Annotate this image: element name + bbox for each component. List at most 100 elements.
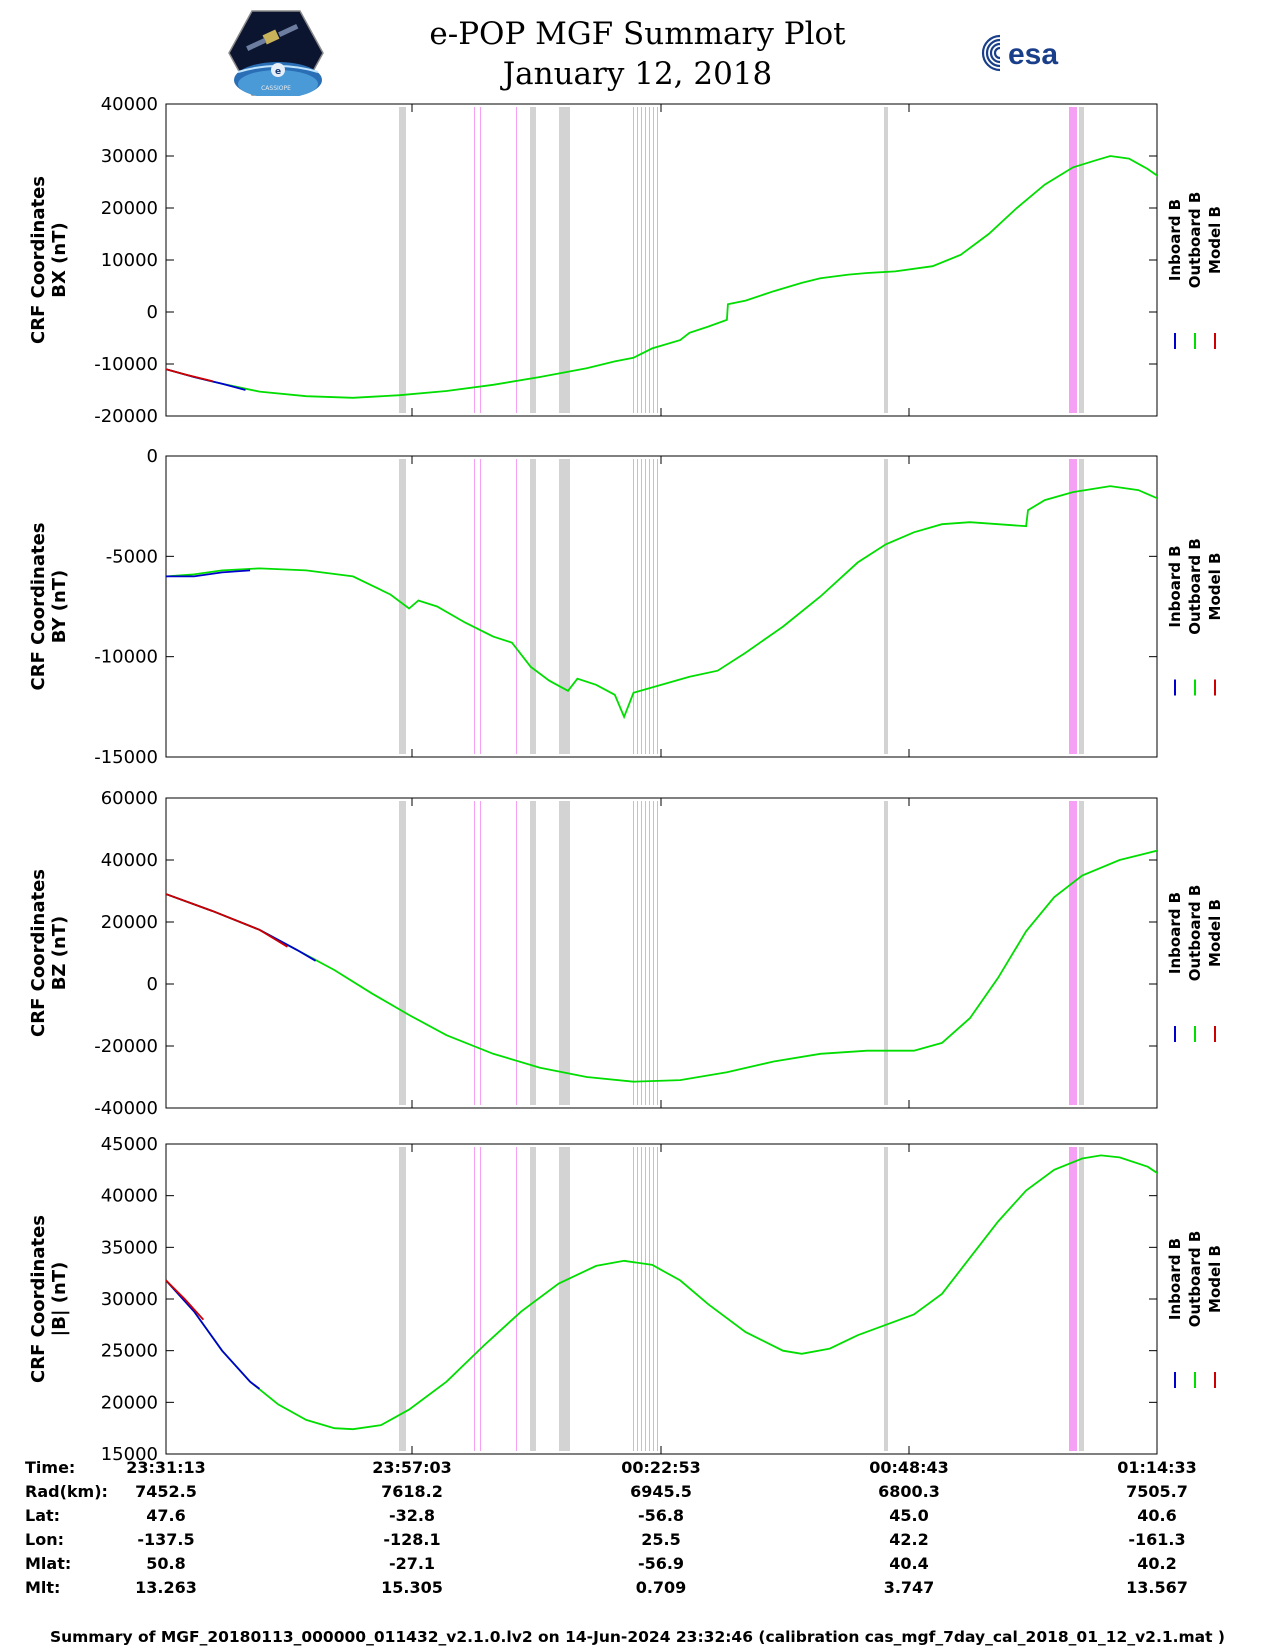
gray-band <box>399 801 406 1105</box>
inboard-series-line <box>166 1279 261 1390</box>
panel-3: 45000 40000 35000 30000 25000 20000 15000 CRF C… <box>28 1134 1224 1465</box>
title-line-1: e-POP MGF Summary Plot <box>429 16 846 52</box>
y-tick-label: 20000 <box>101 198 158 219</box>
magenta-band <box>657 459 658 754</box>
legend-outboard-label: Outboard B <box>1186 538 1204 635</box>
y-tick-label: 0 <box>147 974 158 995</box>
svg-text:e: e <box>275 67 281 77</box>
gray-band <box>399 107 406 413</box>
outboard-series-line <box>166 485 1157 720</box>
magenta-band <box>1071 801 1073 1105</box>
magenta-band <box>1069 801 1071 1105</box>
legend-outboard-label: Outboard B <box>1186 885 1204 982</box>
magenta-band <box>649 1147 650 1451</box>
outboard-series-line <box>166 1154 1157 1431</box>
y-tick-label: 40000 <box>101 94 158 115</box>
esa-logo-text: esa <box>1008 38 1058 71</box>
magenta-band <box>653 1147 654 1451</box>
gray-band <box>884 1147 888 1451</box>
magenta-band <box>516 107 517 413</box>
magenta-band <box>1073 1147 1075 1451</box>
magenta-band <box>637 459 638 754</box>
y-tick-label: -15000 <box>94 747 158 768</box>
magenta-band <box>633 107 634 413</box>
gray-band <box>1079 107 1084 413</box>
spacecraft-icon <box>246 23 299 51</box>
gray-band <box>559 801 570 1105</box>
panel-1: 0 -5000 -10000 -15000 CRF CoordinatesBY (nT)… <box>28 446 1224 768</box>
magenta-band <box>653 459 654 754</box>
magenta-band <box>653 801 654 1105</box>
magenta-band <box>641 107 642 413</box>
outboard-series-line <box>166 849 1157 1083</box>
magenta-band <box>637 107 638 413</box>
plot-frame <box>165 1143 1158 1455</box>
y-tick-label: 25000 <box>101 1341 158 1362</box>
magenta-band <box>653 107 654 413</box>
cassiope-logo-text: CASSIOPE <box>261 85 291 92</box>
legend-model-label: Model B <box>1206 206 1224 274</box>
y-axis-label: CRF Coordinates|B| (nT) <box>28 1215 70 1383</box>
magenta-band <box>649 801 650 1105</box>
magenta-band <box>1069 1147 1071 1451</box>
magenta-band <box>645 801 646 1105</box>
magenta-band <box>1073 801 1075 1105</box>
magenta-band <box>516 459 517 754</box>
y-axis-label-line1: CRF Coordinates <box>28 869 49 1037</box>
magenta-band <box>1073 107 1075 413</box>
y-tick-label: -40000 <box>94 1098 158 1119</box>
panel-0: 40000 30000 20000 10000 0 -10000 -20000 CRF Coo… <box>28 94 1224 427</box>
y-axis-label-line1: CRF Coordinates <box>28 176 49 344</box>
magenta-band <box>1069 459 1071 754</box>
y-tick-label: -5000 <box>106 546 158 567</box>
magenta-band <box>641 459 642 754</box>
legend-inboard-label: Inboard B <box>1166 1238 1184 1320</box>
y-tick-label: 40000 <box>101 1186 158 1207</box>
magenta-band <box>637 801 638 1105</box>
gray-band <box>399 1147 406 1451</box>
model-series-line <box>166 893 288 948</box>
y-axis-label-line2: BY (nT) <box>49 570 70 644</box>
y-tick-label: 0 <box>147 446 158 467</box>
legend-inboard-label: Inboard B <box>1166 545 1184 627</box>
magenta-band <box>1075 459 1077 754</box>
legend-outboard-label: Outboard B <box>1186 1231 1204 1328</box>
magenta-band <box>516 1147 517 1451</box>
magenta-band <box>633 801 634 1105</box>
plot-frame <box>165 103 1158 417</box>
gray-band <box>1079 459 1084 754</box>
magenta-band <box>474 107 475 413</box>
y-tick-label: 35000 <box>101 1237 158 1258</box>
y-tick-label: 30000 <box>101 1289 158 1310</box>
y-axis-label-line1: CRF Coordinates <box>28 1215 49 1383</box>
esa-globe-icon <box>981 34 1001 72</box>
y-tick-label: 20000 <box>101 1392 158 1413</box>
magenta-band <box>1071 459 1073 754</box>
magenta-band <box>1069 107 1071 413</box>
plot-frame <box>165 797 1158 1109</box>
legend-outboard-label: Outboard B <box>1186 192 1204 289</box>
magenta-band <box>645 1147 646 1451</box>
y-tick-label: -20000 <box>94 406 158 427</box>
gray-band <box>1079 801 1084 1105</box>
y-tick-label: 30000 <box>101 146 158 167</box>
legend-model-label: Model B <box>1206 899 1224 967</box>
magenta-band <box>641 1147 642 1451</box>
inboard-series-line <box>166 893 317 962</box>
y-axis-label: CRF CoordinatesBY (nT) <box>28 523 70 691</box>
y-axis-label: CRF CoordinatesBX (nT) <box>28 176 70 344</box>
magenta-band <box>633 459 634 754</box>
y-axis-label-line1: CRF Coordinates <box>28 523 49 691</box>
y-axis-label-line2: BX (nT) <box>49 222 70 297</box>
gray-band <box>884 459 888 754</box>
y-tick-label: -10000 <box>94 354 158 375</box>
magenta-band <box>480 107 481 413</box>
magenta-band <box>633 1147 634 1451</box>
gray-band <box>559 1147 570 1451</box>
y-axis-label-line2: BZ (nT) <box>49 916 70 991</box>
legend-inboard-label: Inboard B <box>1166 199 1184 281</box>
y-tick-label: 0 <box>147 302 158 323</box>
outboard-series-line <box>166 155 1157 399</box>
y-tick-label: 10000 <box>101 250 158 271</box>
